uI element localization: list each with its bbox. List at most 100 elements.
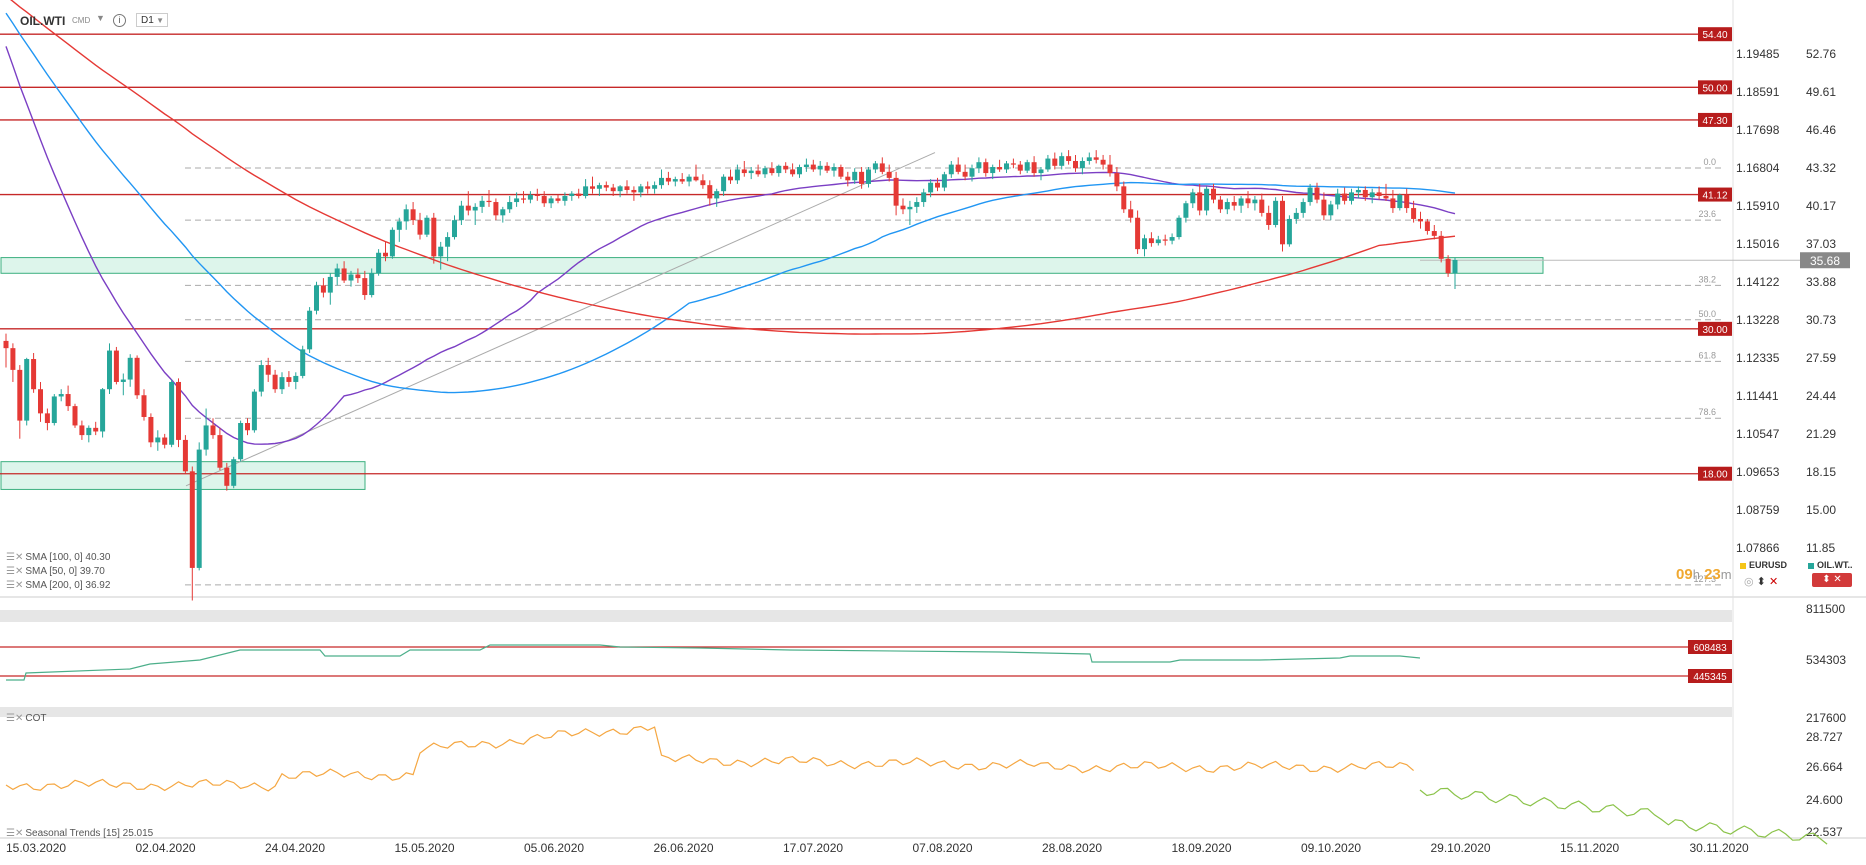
candle-body (1452, 260, 1458, 274)
candle-body (583, 186, 589, 197)
time-axis-tick: 26.06.2020 (654, 841, 714, 855)
legend-swatch (1740, 562, 1746, 569)
candle-body (1004, 163, 1009, 170)
candle-body (741, 169, 747, 174)
symbol-label[interactable]: OIL.WTI (20, 14, 66, 28)
candle-body (362, 278, 368, 296)
candle-body (120, 379, 126, 382)
candle-body (1321, 199, 1327, 216)
price-axis-tick: 33.88 (1806, 275, 1836, 289)
candle-body (1211, 188, 1216, 200)
candle-body (997, 167, 1003, 170)
candle-body (700, 180, 706, 186)
close-icon: ✕ (1768, 576, 1779, 588)
candle-body (134, 357, 140, 396)
indicator-seasonal[interactable]: ☰✕ Seasonal Trends [15] 25.015 (6, 828, 153, 839)
indicator-sma50[interactable]: ☰✕ SMA [50, 0] 39.70 (6, 566, 105, 577)
settings-icon[interactable]: ☰✕ (6, 552, 24, 563)
candle-body (769, 168, 775, 174)
candle-body (983, 162, 989, 174)
candle-body (127, 357, 133, 380)
candle-body (93, 427, 99, 432)
candle-body (493, 202, 499, 216)
candle-body (886, 171, 892, 178)
candle-body (341, 268, 347, 281)
eurusd-axis-tick: 1.16804 (1736, 161, 1780, 175)
candle-body (1307, 187, 1313, 203)
price-axis-tick: 11.85 (1806, 541, 1835, 555)
time-axis-tick: 02.04.2020 (136, 841, 196, 855)
eurusd-axis-tick: 1.15910 (1736, 199, 1780, 213)
indicator-cot[interactable]: ☰✕ COT (6, 713, 46, 724)
candle-body (314, 285, 319, 311)
candle-body (1045, 158, 1051, 170)
legend-eurusd[interactable]: EURUSD (1740, 560, 1787, 570)
candle-body (1383, 196, 1389, 199)
candle-body (1121, 186, 1127, 210)
candle-body (1431, 231, 1437, 236)
candle-body (210, 425, 216, 436)
candle-body (596, 185, 602, 189)
indicator-label: SMA [100, 0] 40.30 (25, 552, 111, 563)
candle-body (79, 425, 85, 436)
sort-icon: ⬍ (1756, 576, 1766, 588)
candle-body (748, 170, 754, 174)
candle-body (845, 176, 851, 181)
candle-body (541, 196, 547, 204)
candle-body (1342, 193, 1348, 201)
settings-icon[interactable]: ☰✕ (6, 580, 24, 591)
fib-level-label: 78.6 (1698, 407, 1716, 417)
candle-body (113, 350, 119, 382)
pane-divider (0, 610, 1732, 622)
candle-body (879, 163, 885, 172)
settings-icon[interactable]: ☰✕ (6, 566, 24, 577)
candle-body (38, 389, 43, 414)
settings-icon[interactable]: ☰✕ (6, 828, 24, 839)
candle-body (1183, 203, 1189, 218)
candle-body (334, 268, 340, 277)
chevron-down-icon[interactable]: ▼ (96, 13, 105, 23)
candle-body (452, 220, 457, 238)
candle-body (1328, 204, 1334, 216)
price-axis-tick: 27.59 (1806, 351, 1836, 365)
candle-body (734, 169, 740, 181)
candle-body (100, 389, 106, 432)
price-axis-tick: 30.73 (1806, 313, 1836, 327)
timeframe-select[interactable]: D1 ▼ (136, 13, 168, 27)
seasonal-axis-tick: 28.727 (1806, 730, 1843, 744)
support-zone (0, 257, 1544, 274)
indicator-sma100[interactable]: ☰✕ SMA [100, 0] 40.30 (6, 552, 110, 563)
indicator-sma200[interactable]: ☰✕ SMA [200, 0] 36.92 (6, 580, 110, 591)
candle-body (44, 413, 50, 424)
eurusd-axis-tick: 1.08759 (1736, 503, 1780, 517)
candle-body (1286, 218, 1292, 245)
eurusd-axis-tick: 1.14122 (1736, 275, 1780, 289)
oil-series-controls[interactable]: ⬍ ✕ (1812, 573, 1852, 587)
candle-body (514, 198, 520, 203)
candle-body (1073, 160, 1078, 169)
info-icon[interactable]: i (113, 14, 126, 27)
candle-body (548, 198, 554, 204)
candle-body (1107, 164, 1113, 174)
settings-icon[interactable]: ☰✕ (6, 713, 24, 724)
candle-body (376, 252, 382, 274)
fib-level-label: 50.0 (1698, 309, 1716, 319)
candle-body (231, 459, 237, 486)
candle-body (3, 340, 9, 349)
candle-body (189, 471, 195, 568)
candle-body (182, 439, 188, 472)
candle-body (1273, 200, 1279, 225)
candle-body (1314, 187, 1320, 200)
candle-body (300, 349, 306, 376)
candle-body (969, 168, 975, 177)
level-price-label: 47.30 (1702, 116, 1727, 127)
candle-body (141, 395, 147, 417)
legend-controls[interactable]: ◎ ⬍ ✕ (1744, 575, 1778, 588)
fib-level-label: 0.0 (1703, 157, 1716, 167)
candle-body (1293, 212, 1299, 219)
candle-body (803, 164, 809, 168)
candle-body (1128, 209, 1134, 218)
eurusd-axis-tick: 1.09653 (1736, 465, 1780, 479)
legend-oilwti[interactable]: OIL.WT.. (1808, 560, 1853, 570)
